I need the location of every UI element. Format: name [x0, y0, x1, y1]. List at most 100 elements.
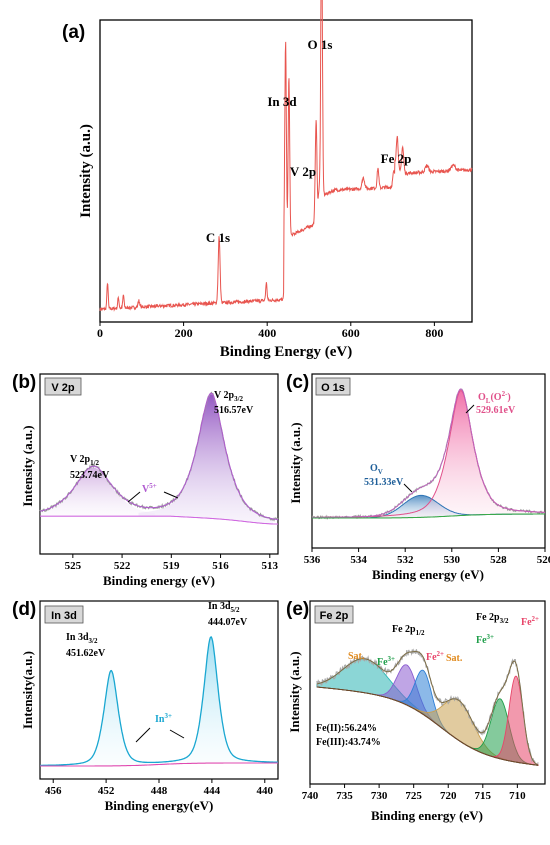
panel-d-x-tick-label: 440: [257, 785, 274, 797]
panel-d: (d) In 3d 456 452 448 444 440 Binding energy…: [12, 599, 279, 813]
panel-c-tag: [315, 377, 351, 396]
v2p-fit-line: [39, 392, 279, 521]
v2p-peak-label: V 2p: [290, 164, 316, 179]
fe2plus-label-left: Fe2+: [426, 650, 444, 663]
panel-e-tag: [314, 605, 354, 624]
panel-d-tag: [44, 605, 84, 624]
fe2plus-label-right: Fe2+: [521, 615, 539, 628]
panel-b-tag-text: V 2p: [51, 382, 75, 394]
panel-b-xlabel: Binding energy (eV): [103, 573, 215, 588]
panel-e-x-tick-label: 740: [302, 790, 319, 802]
panel-e-x-tick-label: 710: [509, 790, 526, 802]
v2p12-label: V 2p1/2: [70, 454, 100, 467]
panel-e-x-tick-label: 730: [371, 790, 388, 802]
ol-pointer: [465, 404, 475, 414]
panel-c-tag-text: O 1s: [321, 382, 345, 394]
in3plus-pointer-right: [169, 729, 185, 739]
panel-d-tag-text: In 3d: [51, 610, 77, 622]
panel-e-frame: [309, 600, 546, 785]
sat-label-right: Sat.: [446, 653, 463, 664]
panel-a-xticks: 0 200 400 600 800: [97, 322, 443, 340]
panel-c-x-tick-label: 536: [304, 554, 321, 566]
panel-a-x-tick-label: 0: [97, 326, 103, 340]
panel-e-letter: (e): [286, 599, 309, 620]
panel-d-xlabel: Binding energy(eV): [105, 798, 214, 813]
panel-c-frame: [311, 373, 546, 549]
panel-e-tag-text: Fe 2p: [320, 610, 349, 622]
panel-a-frame: [99, 19, 473, 323]
panel-b-frame: [39, 373, 279, 555]
panel-e-ylabel: Intensity (a.u.): [287, 651, 302, 732]
survey-spectrum-line: [99, 0, 473, 312]
v5plus-pointer-left: [127, 491, 141, 503]
panel-c-letter: (c): [286, 372, 309, 393]
in3d52-value: 444.07eV: [208, 617, 248, 628]
panel-b-x-tick-label: 516: [212, 560, 229, 572]
panel-a: (a) 0 200 400 600 800 Binding Energy (eV) In…: [62, 0, 473, 360]
panel-b-x-tick-label: 513: [262, 560, 279, 572]
v2p32-label: V 2p3/2: [214, 390, 244, 403]
fe2p-components: [316, 658, 539, 766]
panel-c-x-tick-label: 534: [350, 554, 367, 566]
panel-c-x-tick-label: 530: [444, 554, 461, 566]
panel-c-ylabel: Intensity (a.u.): [288, 422, 303, 503]
fe3plus-label-right: Fe3+: [476, 633, 494, 646]
sat-label-left: Sat.: [348, 651, 365, 662]
panel-b: (b) V 2p 525 522 519 516 513 Binding energy …: [12, 372, 279, 588]
fe2p12-label: Fe 2p1/2: [392, 624, 425, 637]
fe3-ratio-text: Fe(III):43.74%: [316, 737, 381, 748]
panel-e-x-tick-label: 735: [336, 790, 353, 802]
panel-e-x-tick-label: 715: [475, 790, 492, 802]
panel-d-ylabel: Intensity(a.u.): [20, 651, 35, 729]
panel-b-xticks: 525 522 519 516 513: [65, 554, 279, 572]
v2p12-value: 523.74eV: [70, 470, 110, 481]
panel-d-x-tick-label: 452: [98, 785, 115, 797]
panel-c-x-tick-label: 526: [537, 554, 550, 566]
c1s-peak-label: C 1s: [206, 230, 230, 245]
panel-c-x-tick-label: 528: [490, 554, 507, 566]
fe2p-raw-line: [316, 648, 539, 767]
panel-a-ylabel: Intensity (a.u.): [78, 124, 94, 218]
panel-c-xticks: 536 534 532 530 528 526: [304, 548, 550, 566]
panel-b-tag: [44, 377, 82, 396]
in3d-line: [40, 635, 278, 767]
ov-label: OV: [370, 463, 383, 476]
fe3plus-label-left: Fe3+: [377, 655, 395, 668]
in3d32-value: 451.62eV: [66, 648, 106, 659]
in3d-fill: [40, 636, 278, 766]
o1s-background-line: [312, 513, 545, 519]
panel-e-x-tick-label: 725: [405, 790, 422, 802]
panel-a-x-tick-label: 800: [425, 326, 443, 340]
in3d-background-line: [40, 762, 278, 767]
in3plus-pointer-left: [135, 727, 151, 743]
ol-label: OL(O2-): [478, 390, 511, 405]
o1s-peak-label: O 1s: [308, 37, 333, 52]
panel-b-x-tick-label: 522: [114, 560, 131, 572]
panel-b-ylabel: Intensity (a.u.): [20, 425, 35, 506]
panel-e-xticks: 740 735 730 725 720 715 710: [302, 784, 526, 802]
fe2p-background-line: [316, 686, 539, 766]
panel-a-x-tick-label: 600: [342, 326, 360, 340]
panel-d-x-tick-label: 444: [204, 785, 221, 797]
ov-value: 531.33eV: [364, 477, 404, 488]
panel-a-x-tick-label: 400: [258, 326, 276, 340]
in3d-peak-label: In 3d: [267, 94, 297, 109]
v2p-background-line: [40, 515, 278, 525]
v2p32-value: 516.57eV: [214, 405, 254, 416]
fe2p-peak-label: Fe 2p: [381, 151, 412, 166]
panel-e-xlabel: Binding energy (eV): [371, 808, 483, 823]
v5plus-pointer-right: [163, 491, 179, 499]
v5plus-label: V5+: [142, 482, 157, 495]
o1s-fit-line: [312, 388, 545, 518]
in3d32-label: In 3d3/2: [66, 632, 98, 645]
in3d52-label: In 3d5/2: [208, 601, 240, 614]
panel-a-letter: (a): [62, 22, 85, 43]
fe2-ratio-text: Fe(II):56.24%: [316, 723, 377, 734]
panel-a-x-tick-label: 200: [175, 326, 193, 340]
panel-e: (e) Fe 2p 740 735 730 725 720 715 710 Binding …: [286, 599, 546, 823]
panel-b-x-tick-label: 519: [163, 560, 180, 572]
ol-value: 529.61eV: [476, 405, 516, 416]
ov-pointer: [403, 483, 413, 493]
